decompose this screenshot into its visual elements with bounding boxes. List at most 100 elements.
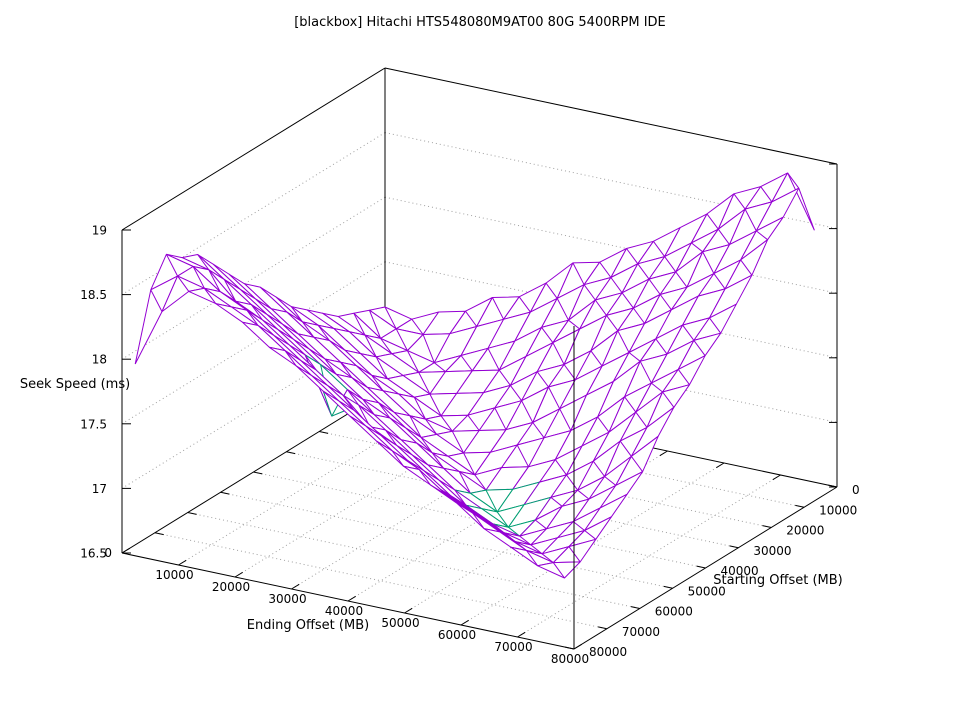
- surface-quad-diagonal: [203, 288, 217, 304]
- surface-quad-diagonal: [177, 275, 190, 292]
- surface-quad-diagonal: [610, 277, 623, 294]
- surface-quad-diagonal: [385, 429, 398, 446]
- surface-quad-diagonal: [702, 251, 715, 274]
- surface-quad-diagonal: [304, 354, 317, 371]
- surface-quad-diagonal: [548, 386, 561, 410]
- surface-quad-diagonal: [324, 358, 337, 375]
- surface-quad-diagonal: [422, 334, 435, 363]
- surface-quad-diagonal: [664, 256, 677, 273]
- surface-quad-diagonal: [675, 271, 688, 288]
- surface-quad-diagonal: [713, 273, 726, 290]
- surface-quad-diagonal: [635, 411, 648, 428]
- y-axis-tick: [696, 565, 706, 569]
- y-axis-mirror-tick: [154, 532, 164, 536]
- surface-quad-diagonal: [572, 262, 585, 285]
- surface-quad-diagonal: [380, 338, 393, 354]
- surface-quad-diagonal: [508, 526, 521, 537]
- y-tick-label: 60000: [655, 605, 693, 619]
- surface-quad-diagonal: [552, 562, 565, 579]
- surface-quad-diagonal: [624, 396, 637, 413]
- x-tick-label: 40000: [325, 604, 363, 618]
- surface-quad-diagonal: [494, 407, 507, 430]
- surface-quad-diagonal: [391, 450, 404, 467]
- surface-quad-diagonal: [662, 391, 675, 408]
- x-tick-label: 30000: [268, 592, 306, 606]
- surface-quad-diagonal: [541, 553, 554, 563]
- y-axis-tick: [630, 606, 640, 609]
- x-tick-label: 50000: [381, 616, 419, 630]
- surface-quad-diagonal: [677, 369, 690, 385]
- surface-quad-diagonal: [706, 213, 719, 230]
- surface-quad-diagonal: [740, 259, 753, 276]
- surface-quad-diagonal: [451, 430, 465, 454]
- surface-quad-diagonal: [353, 313, 366, 336]
- surface-quad-diagonal: [597, 416, 610, 433]
- surface-quad-diagonal: [150, 289, 163, 312]
- surface-quad-diagonal: [532, 422, 545, 439]
- x-tick-label: 20000: [212, 580, 250, 594]
- y-tick-label: 40000: [721, 564, 759, 578]
- surface-quad-diagonal: [630, 456, 644, 472]
- surface-quad-diagonal: [648, 278, 661, 295]
- surface-quad-diagonal: [639, 361, 652, 384]
- x-axis-tick: [460, 619, 469, 626]
- z-tick-label: 19: [92, 224, 107, 238]
- y-tick-label: 30000: [753, 544, 791, 558]
- surface-quad: [134, 275, 179, 365]
- surface-quad-diagonal: [787, 172, 800, 189]
- surface-quad-diagonal: [572, 521, 585, 531]
- y-axis-mirror-tick: [286, 451, 296, 455]
- surface-quad-diagonal: [378, 402, 391, 419]
- surface-quad-diagonal: [568, 546, 581, 563]
- surface-quad-diagonal: [651, 382, 663, 393]
- surface-quad-diagonal: [604, 476, 617, 486]
- surface-quad-diagonal: [550, 497, 563, 507]
- surface-quad-diagonal: [413, 397, 426, 420]
- y-tick-label: 20000: [786, 524, 824, 538]
- box-edge-top-right: [384, 67, 838, 165]
- x-tick-label: 60000: [438, 628, 476, 642]
- surface-quad-diagonal: [463, 452, 476, 476]
- y-axis-tick: [565, 646, 575, 650]
- surface-quad-diagonal: [518, 296, 531, 313]
- surface-quad-diagonal: [197, 254, 210, 271]
- surface-quad-diagonal: [509, 385, 523, 401]
- y-tick-label: 50000: [688, 584, 726, 598]
- y-axis-tick: [795, 504, 805, 508]
- surface-quad-diagonal: [577, 489, 590, 500]
- surface-quad-diagonal: [364, 334, 377, 358]
- surface-quad-diagonal: [590, 350, 603, 367]
- surface-quad-diagonal: [418, 372, 431, 395]
- surface-quad-diagonal: [744, 208, 757, 232]
- surface-quad-diagonal: [568, 319, 581, 330]
- surface-quad-diagonal: [458, 471, 471, 494]
- surface-quad-diagonal: [246, 309, 259, 326]
- surface-quad-diagonal: [619, 440, 632, 457]
- surface-mesh: [134, 172, 815, 579]
- surface-quad-diagonal: [498, 369, 511, 386]
- surface-quad-diagonal: [691, 242, 704, 253]
- surface-quad-diagonal: [652, 241, 666, 257]
- surface-quad-diagonal: [440, 415, 453, 432]
- surface-quad-diagonal: [617, 330, 630, 353]
- z-axis-title: Seek Speed (ms): [20, 377, 130, 392]
- surface-quad-diagonal: [165, 254, 179, 277]
- surface-quad-diagonal: [632, 307, 646, 324]
- surface-quad-diagonal: [621, 292, 634, 309]
- y-axis-tick: [597, 626, 608, 630]
- surface-quad-diagonal: [594, 299, 607, 316]
- surface-quad-diagonal: [411, 318, 424, 335]
- surface-quad-diagonal: [760, 186, 773, 203]
- y-axis-tick: [762, 525, 772, 528]
- y-tick-label: 80000: [589, 645, 627, 659]
- surface-quad-diagonal: [302, 321, 315, 338]
- x-axis-tick: [234, 571, 243, 578]
- surface-quad-diagonal: [467, 414, 480, 431]
- surface-quad-diagonal: [554, 459, 567, 476]
- surface-quad-diagonal: [474, 474, 487, 491]
- surface-quad-diagonal: [496, 511, 509, 528]
- surface-quad-diagonal: [693, 340, 706, 356]
- surface-quad-diagonal: [541, 327, 554, 343]
- surface-quad-diagonal: [536, 371, 549, 388]
- y-axis-mirror-tick: [319, 431, 329, 434]
